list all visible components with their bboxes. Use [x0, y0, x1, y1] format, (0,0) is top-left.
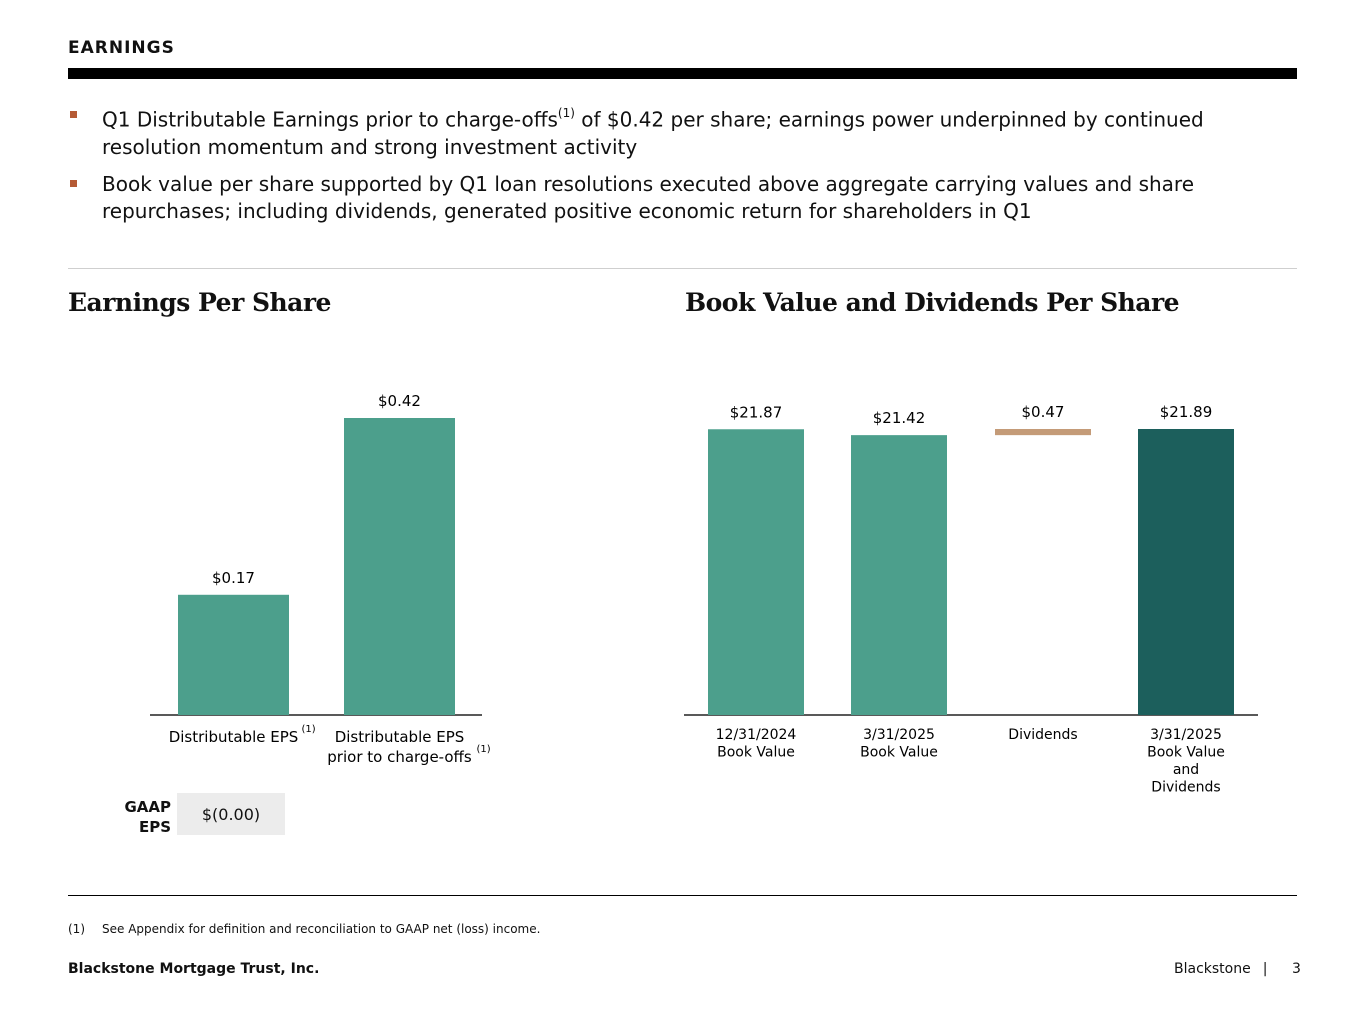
- bullet-text-cont: of $0.42 per share; earnings power under…: [102, 107, 1204, 159]
- bv-category-label: Book Value: [717, 745, 795, 761]
- bullet-list: Q1 Distributable Earnings prior to charg…: [68, 102, 1278, 235]
- bv-category-label: Book Value: [1147, 745, 1225, 761]
- section-divider: [68, 268, 1297, 269]
- bv-chart-title: Book Value and Dividends Per Share: [685, 288, 1180, 317]
- bv-bar: [851, 435, 947, 715]
- page-number: 3: [1292, 961, 1301, 977]
- bullet-item: Book value per share supported by Q1 loa…: [68, 171, 1278, 225]
- bv-category-label: 12/31/2024: [716, 727, 797, 743]
- bullet-square-icon: [70, 111, 77, 118]
- bullet-item: Q1 Distributable Earnings prior to charg…: [68, 102, 1278, 161]
- bv-category-label: and: [1173, 762, 1199, 778]
- footnote-ref: (1): [557, 106, 575, 120]
- bv-category-label: 3/31/2025: [863, 727, 935, 743]
- brand-name: Blackstone |: [1174, 961, 1268, 977]
- title-rule: [68, 68, 1297, 79]
- eps-category-label: Distributable EPS: [335, 728, 465, 746]
- bv-category-label: Dividends: [1151, 780, 1220, 796]
- gaap-eps-label: GAAP EPS: [124, 798, 171, 836]
- bv-value-label: $21.42: [873, 409, 926, 427]
- bv-category-label: 3/31/2025: [1150, 727, 1222, 743]
- bv-bar: [995, 429, 1091, 436]
- eps-value-label: $0.42: [378, 392, 421, 410]
- bv-bar: [1138, 429, 1234, 715]
- bv-value-label: $0.47: [1022, 403, 1065, 421]
- bv-value-label: $21.87: [730, 403, 783, 421]
- footnote-text: See Appendix for definition and reconcil…: [102, 922, 541, 936]
- eps-bar: [344, 418, 455, 715]
- bv-category-label: Book Value: [860, 745, 938, 761]
- eps-footnote-ref: (1): [302, 724, 316, 735]
- gaap-eps-value: $(0.00): [177, 793, 285, 835]
- eps-category-label: Distributable EPS: [169, 728, 299, 746]
- footnote-number: (1): [68, 922, 85, 936]
- eps-category-label: prior to charge-offs: [327, 748, 472, 766]
- bullet-square-icon: [70, 179, 77, 187]
- bullet-text: Book value per share supported by Q1 loa…: [102, 171, 1195, 223]
- bullet-text: Q1 Distributable Earnings prior to charg…: [102, 107, 558, 132]
- section-title: EARNINGS: [68, 38, 175, 58]
- company-name: Blackstone Mortgage Trust, Inc.: [68, 961, 320, 977]
- bv-value-label: $21.89: [1160, 403, 1213, 421]
- eps-value-label: $0.17: [212, 569, 255, 587]
- eps-footnote-ref: (1): [477, 744, 491, 755]
- eps-bar: [178, 594, 289, 715]
- bv-bar: [708, 429, 804, 715]
- footer-rule: [68, 895, 1297, 896]
- bv-category-label: Dividends: [1008, 727, 1077, 743]
- eps-chart-title: Earnings Per Share: [68, 288, 331, 317]
- footnote: (1) See Appendix for definition and recon…: [68, 922, 540, 936]
